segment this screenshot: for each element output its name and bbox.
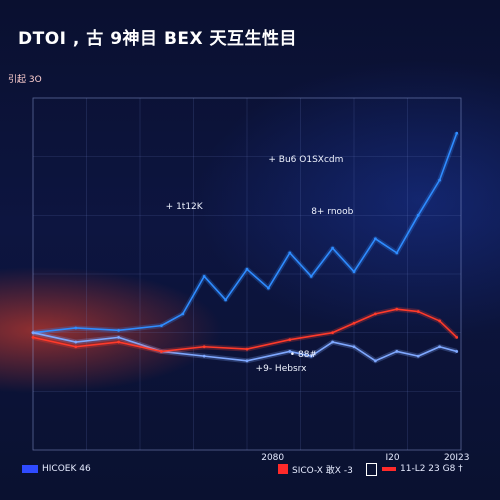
data-point — [117, 335, 120, 339]
data-point — [331, 331, 334, 335]
annotation: + 1t12K — [165, 202, 203, 213]
legend-label: 11-L2 23 G8 † — [400, 464, 463, 474]
series-line-glow — [32, 132, 460, 336]
legend-label: HICOEK 46 — [42, 464, 91, 474]
data-point — [352, 321, 356, 325]
series-line-0 — [32, 132, 458, 334]
data-point — [245, 267, 249, 271]
series-group — [31, 131, 460, 364]
chart-title: DTOI , 古 9神目 BEX 天互生性目 — [18, 29, 298, 49]
data-point — [74, 326, 78, 330]
data-point — [181, 312, 185, 316]
data-point — [309, 274, 313, 278]
legend-swatch — [366, 462, 377, 476]
data-point — [352, 270, 356, 274]
legend-item-3: 11-L2 23 G8 † — [382, 462, 463, 476]
annotation: + Bu6 O1SXcdm — [268, 155, 344, 166]
x-tick-label: I20 — [385, 453, 399, 463]
series-line-2 — [32, 308, 458, 353]
legend-swatch — [382, 467, 396, 471]
y-axis-label: 引起 3O — [8, 75, 42, 85]
data-point — [245, 347, 249, 351]
annotation: +9- Hebsrx — [255, 364, 307, 375]
x-ticks: 2080 I20 20I23 — [261, 453, 469, 463]
data-point — [202, 354, 206, 358]
data-point — [438, 178, 441, 182]
data-point — [245, 359, 249, 363]
data-point — [455, 335, 459, 339]
data-point — [202, 345, 206, 349]
legend-item-0: HICOEK 46 — [22, 462, 91, 476]
data-point — [160, 324, 163, 328]
data-point — [416, 354, 420, 358]
data-point — [395, 307, 399, 311]
data-point — [288, 251, 292, 255]
data-point — [288, 338, 292, 342]
data-point — [117, 340, 120, 344]
data-point — [374, 359, 377, 363]
data-point — [74, 340, 78, 344]
x-tick-label: 20I23 — [444, 453, 470, 463]
data-point — [267, 286, 270, 290]
data-point — [331, 340, 334, 344]
data-point — [224, 298, 228, 302]
data-point — [395, 350, 399, 353]
grid — [33, 98, 461, 450]
data-point — [202, 274, 206, 278]
data-point — [374, 312, 377, 316]
data-point — [416, 310, 420, 313]
annotation: 8+ rnoob — [311, 206, 354, 217]
data-point — [438, 345, 441, 349]
legend-item-1: SICO-X 敢X -3 — [278, 462, 353, 476]
data-point — [31, 335, 35, 339]
data-point — [455, 131, 459, 135]
data-point — [74, 345, 78, 349]
data-point — [374, 237, 377, 241]
data-point — [117, 328, 120, 332]
data-point — [438, 319, 441, 323]
data-point — [31, 331, 35, 335]
annotation: • 88# — [289, 350, 317, 361]
data-point — [395, 251, 399, 255]
x-tick-label: 2080 — [261, 453, 284, 463]
data-point — [416, 213, 420, 217]
plot-frame — [32, 97, 462, 451]
data-point — [309, 354, 313, 358]
data-point — [352, 345, 356, 349]
legend-item-2 — [366, 462, 377, 476]
data-point — [455, 350, 459, 353]
data-point — [160, 350, 163, 353]
legend-label: SICO-X 敢X -3 — [292, 465, 353, 476]
legend-swatch — [278, 464, 288, 474]
data-point — [331, 246, 334, 250]
legend-swatch — [22, 465, 38, 473]
data-point — [288, 350, 292, 353]
